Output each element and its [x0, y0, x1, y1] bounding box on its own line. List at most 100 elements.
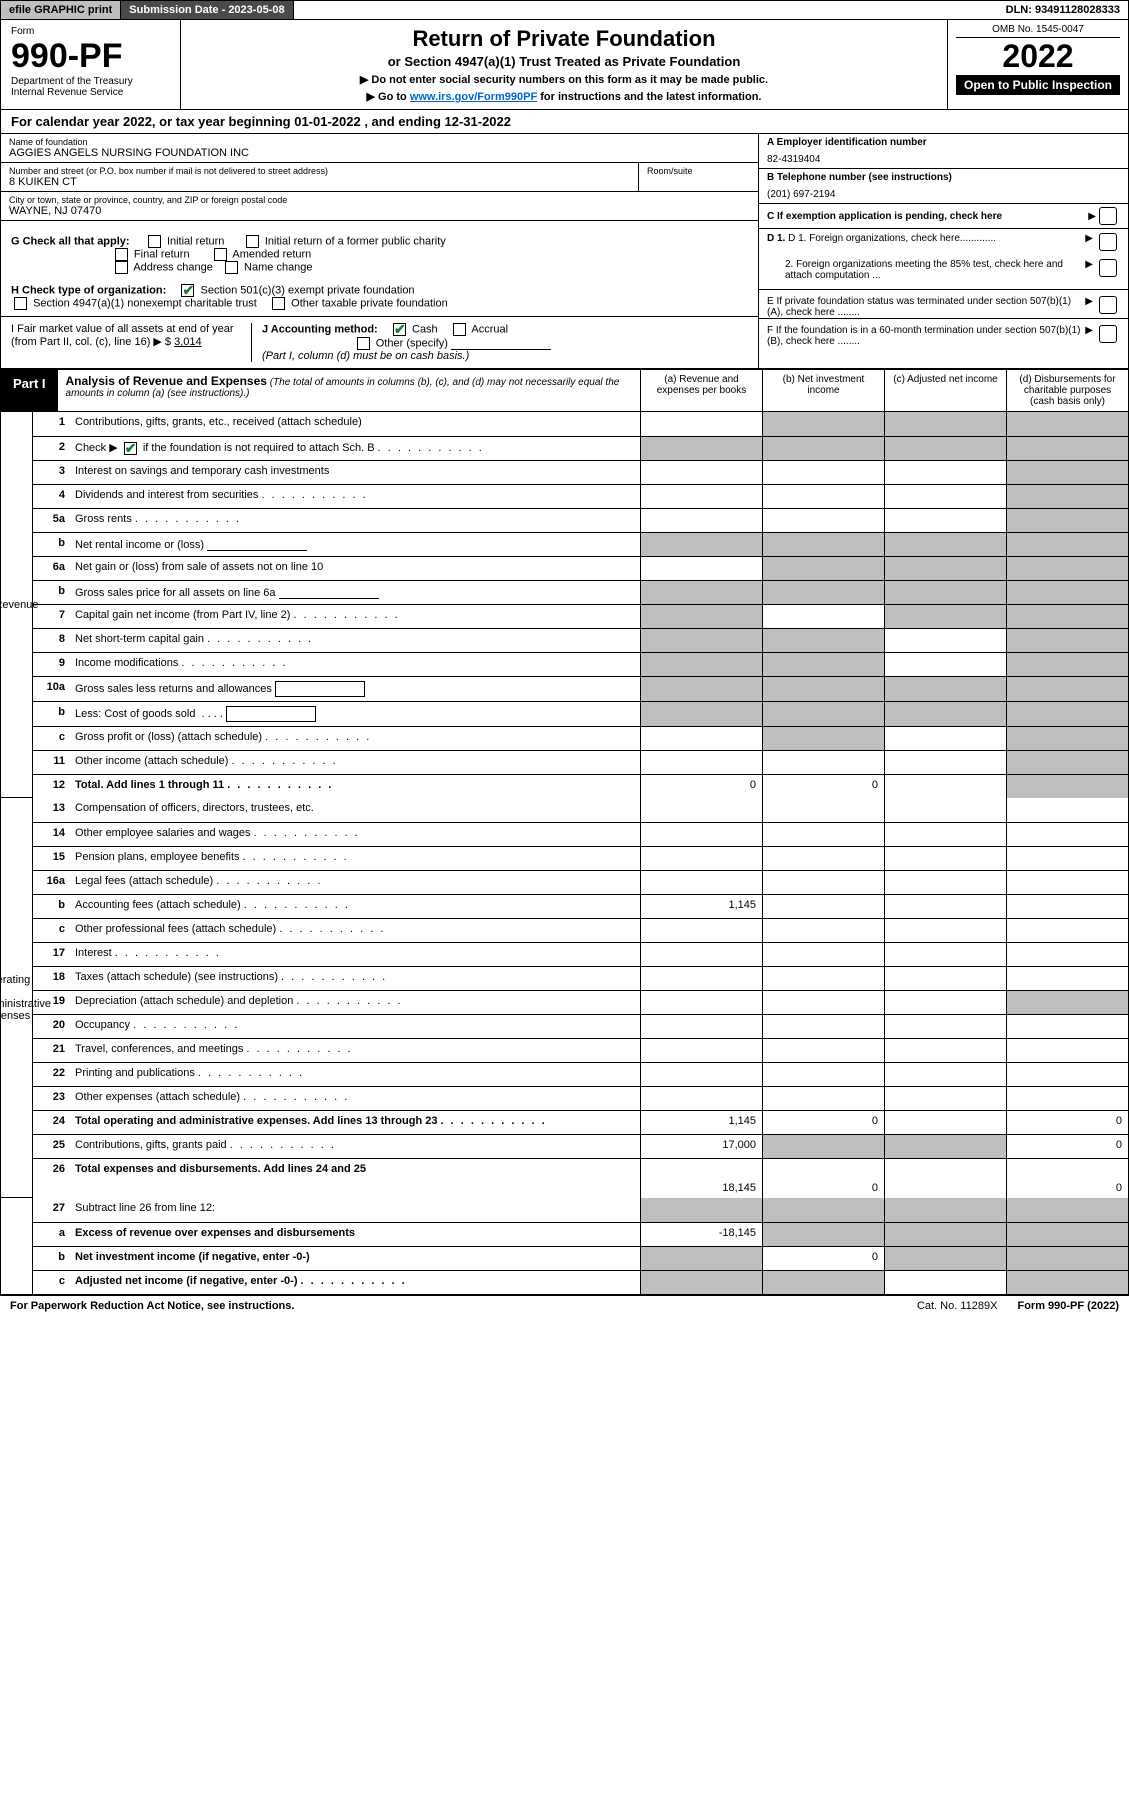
- efile-print-button[interactable]: efile GRAPHIC print: [1, 1, 121, 19]
- arrow-icon: ▶: [1085, 296, 1093, 307]
- l11-a: [640, 751, 762, 774]
- line-no: c: [33, 919, 69, 942]
- line-no: c: [33, 727, 69, 750]
- l23-d: [1006, 1087, 1128, 1110]
- expenses-body: 13Compensation of officers, directors, t…: [33, 798, 1128, 1198]
- line-no: 12: [33, 775, 69, 798]
- line-13-desc: Compensation of officers, directors, tru…: [69, 798, 640, 822]
- l4-d: [1006, 485, 1128, 508]
- line-no: 4: [33, 485, 69, 508]
- l27b-b: 0: [762, 1247, 884, 1270]
- l10b-b: [762, 702, 884, 726]
- line-no: 6a: [33, 557, 69, 580]
- f-checkbox[interactable]: [1099, 325, 1117, 343]
- note2-pre: ▶ Go to: [367, 91, 410, 103]
- l10b-a: [640, 702, 762, 726]
- line-19-desc: Depreciation (attach schedule) and deple…: [69, 991, 640, 1014]
- accrual-checkbox[interactable]: [453, 323, 466, 336]
- l10b-box[interactable]: [226, 706, 316, 722]
- initial-return-checkbox[interactable]: [148, 235, 161, 248]
- l16a-d: [1006, 871, 1128, 894]
- l16c-c: [884, 919, 1006, 942]
- footer-form: Form 990-PF (2022): [1017, 1300, 1119, 1312]
- l10c-a: [640, 727, 762, 750]
- info-left: Name of foundation AGGIES ANGELS NURSING…: [1, 134, 758, 229]
- line-4-desc: Dividends and interest from securities: [69, 485, 640, 508]
- d1-checkbox[interactable]: [1099, 233, 1117, 251]
- ein-value: 82-4319404: [767, 154, 1120, 165]
- ein-cell: A Employer identification number 82-4319…: [759, 134, 1128, 169]
- e-text: E If private foundation status was termi…: [767, 296, 1085, 318]
- f-item: F If the foundation is in a 60-month ter…: [759, 318, 1128, 347]
- instructions-link[interactable]: www.irs.gov/Form990PF: [410, 91, 537, 103]
- j-note: (Part I, column (d) must be on cash basi…: [262, 350, 469, 362]
- line-no: 13: [33, 798, 69, 822]
- other-method-checkbox[interactable]: [357, 337, 370, 350]
- amended-return-checkbox[interactable]: [214, 248, 227, 261]
- l19-a: [640, 991, 762, 1014]
- l16b-c: [884, 895, 1006, 918]
- line-27-desc: Subtract line 26 from line 12:: [69, 1198, 640, 1222]
- initial-former-checkbox[interactable]: [246, 235, 259, 248]
- footer-left: For Paperwork Reduction Act Notice, see …: [10, 1300, 294, 1312]
- l10a-box[interactable]: [275, 681, 365, 697]
- address-change-checkbox[interactable]: [115, 261, 128, 274]
- form-header: Form 990-PF Department of the Treasury I…: [0, 20, 1129, 110]
- blank-side: [1, 1198, 33, 1294]
- l5a-c: [884, 509, 1006, 532]
- l21-d: [1006, 1039, 1128, 1062]
- l16c-b: [762, 919, 884, 942]
- header-right: OMB No. 1545-0047 2022 Open to Public In…: [948, 20, 1128, 109]
- line-no: 18: [33, 967, 69, 990]
- l10a-c: [884, 677, 1006, 701]
- column-headers: (a) Revenue and expenses per books (b) N…: [640, 370, 1128, 411]
- d2-checkbox[interactable]: [1099, 259, 1117, 277]
- sch-b-checkbox[interactable]: [124, 442, 137, 455]
- line-27a-desc: Excess of revenue over expenses and disb…: [69, 1223, 640, 1246]
- street-value: 8 KUIKEN CT: [9, 176, 630, 188]
- l12-c: [884, 775, 1006, 798]
- h-row: H Check type of organization: Section 50…: [11, 284, 748, 310]
- name-change-checkbox[interactable]: [225, 261, 238, 274]
- col-c-header: (c) Adjusted net income: [884, 370, 1006, 411]
- line-16c-desc: Other professional fees (attach schedule…: [69, 919, 640, 942]
- l27-c: [884, 1198, 1006, 1222]
- l11-c: [884, 751, 1006, 774]
- other-taxable-checkbox[interactable]: [272, 297, 285, 310]
- part1-header: Part I Analysis of Revenue and Expenses …: [0, 369, 1129, 412]
- form-note2: ▶ Go to www.irs.gov/Form990PF for instru…: [191, 90, 937, 103]
- exemption-checkbox[interactable]: [1099, 207, 1117, 225]
- l22-a: [640, 1063, 762, 1086]
- d2-item: 2. Foreign organizations meeting the 85%…: [767, 259, 1120, 281]
- line-no: 8: [33, 629, 69, 652]
- street-label: Number and street (or P.O. box number if…: [9, 166, 630, 176]
- l6b-input[interactable]: [279, 585, 379, 599]
- line-26-desc: Total expenses and disbursements. Add li…: [69, 1159, 640, 1198]
- l25-a: 17,000: [640, 1135, 762, 1158]
- line-5b-desc: Net rental income or (loss): [69, 533, 640, 556]
- l6a-c: [884, 557, 1006, 580]
- 501c3-checkbox[interactable]: [181, 284, 194, 297]
- l27-a: [640, 1198, 762, 1222]
- l4-b: [762, 485, 884, 508]
- 4947-checkbox[interactable]: [14, 297, 27, 310]
- l26-c: [884, 1159, 1006, 1198]
- e-checkbox[interactable]: [1099, 296, 1117, 314]
- l27-body: 27Subtract line 26 from line 12: aExcess…: [33, 1198, 1128, 1294]
- line-no: 24: [33, 1111, 69, 1134]
- l6b-a: [640, 581, 762, 604]
- final-return-checkbox[interactable]: [115, 248, 128, 261]
- l7-b: [762, 605, 884, 628]
- line-2-desc: Check ▶ if the foundation is not require…: [69, 437, 640, 460]
- l24-b: 0: [762, 1111, 884, 1134]
- line-no: 27: [33, 1198, 69, 1222]
- cash-checkbox[interactable]: [393, 323, 406, 336]
- l5b-input[interactable]: [207, 537, 307, 551]
- l27c-c: [884, 1271, 1006, 1294]
- line-no: b: [33, 1247, 69, 1270]
- col-d-header: (d) Disbursements for charitable purpose…: [1006, 370, 1128, 411]
- other-specify-input[interactable]: [451, 336, 551, 350]
- line-11-desc: Other income (attach schedule): [69, 751, 640, 774]
- l2-d: [1006, 437, 1128, 460]
- l26-a: 18,145: [640, 1159, 762, 1198]
